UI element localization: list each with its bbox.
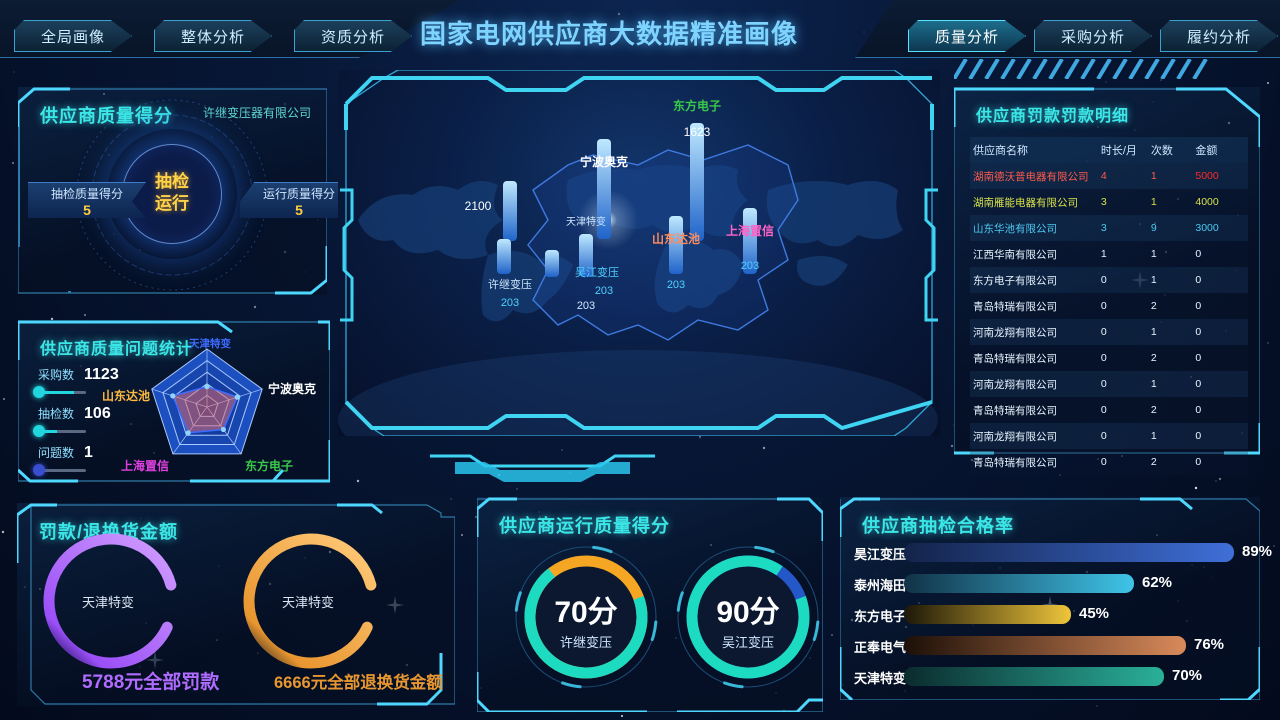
svg-text:山东达池: 山东达池 xyxy=(652,231,700,246)
svg-text:上海置信: 上海置信 xyxy=(726,223,774,238)
svg-text:天津特变: 天津特变 xyxy=(189,337,231,350)
svg-text:天津特变: 天津特变 xyxy=(282,595,334,610)
svg-text:吴江变压: 吴江变压 xyxy=(722,635,774,650)
svg-text:90分: 90分 xyxy=(716,596,779,629)
svg-text:许继变压: 许继变压 xyxy=(488,277,532,291)
svg-text:东方电子: 东方电子 xyxy=(673,98,721,113)
svg-text:东方电子: 东方电子 xyxy=(245,458,293,473)
svg-text:6666元全部退换货金额: 6666元全部退换货金额 xyxy=(274,672,443,692)
svg-text:2100: 2100 xyxy=(465,199,492,213)
svg-text:天津特变: 天津特变 xyxy=(566,215,606,228)
svg-text:吴江变压: 吴江变压 xyxy=(575,265,619,279)
svg-text:203: 203 xyxy=(741,260,759,272)
svg-text:203: 203 xyxy=(501,297,519,309)
svg-text:天津特变: 天津特变 xyxy=(82,595,134,610)
svg-text:203: 203 xyxy=(577,300,595,312)
svg-text:宁波奥克: 宁波奥克 xyxy=(580,154,628,169)
svg-text:203: 203 xyxy=(595,285,613,297)
svg-text:许继变压: 许继变压 xyxy=(560,635,612,650)
svg-text:宁波奥克: 宁波奥克 xyxy=(268,381,316,396)
svg-text:5788元全部罚款: 5788元全部罚款 xyxy=(82,670,220,693)
svg-text:203: 203 xyxy=(667,279,685,291)
svg-text:1623: 1623 xyxy=(684,125,711,139)
svg-text:70分: 70分 xyxy=(554,596,617,629)
